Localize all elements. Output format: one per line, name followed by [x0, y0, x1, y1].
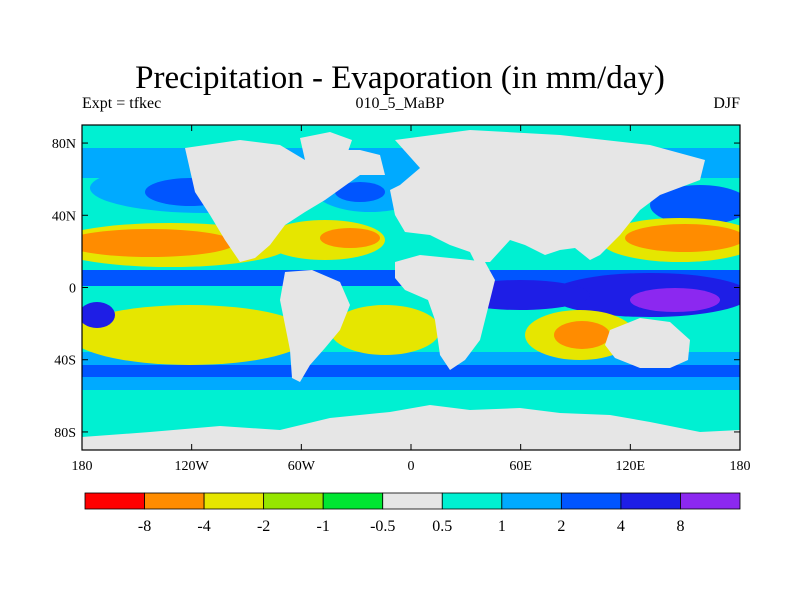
lon-tick-label: 60W: [288, 459, 316, 474]
lon-tick-label: 60E: [509, 459, 532, 474]
map-title: Precipitation - Evaporation (in mm/day): [135, 60, 665, 96]
lat-tick-label: 0: [69, 282, 76, 297]
colorbar-swatch: [680, 492, 741, 510]
colorbar-swatch: [263, 492, 324, 510]
colorbar-label: -2: [257, 518, 270, 535]
season-label: DJF: [713, 95, 740, 112]
south-indian-dry-core: [554, 321, 610, 349]
central-pacific-wet-patch: [82, 302, 115, 328]
colorbar-swatch: [501, 492, 562, 510]
colorbar-swatch: [382, 492, 443, 510]
longitude-axis: 180 120W 60W 0 60E 120E 180: [72, 125, 751, 474]
lon-tick-label: 180: [730, 459, 751, 474]
colorbar-swatch: [560, 492, 622, 510]
lon-tick-label: 180: [72, 459, 93, 474]
lon-tick-label: 0: [408, 459, 415, 474]
southern-storm-core: [82, 365, 740, 377]
colorbar-label: 2: [557, 518, 565, 535]
colorbar-label: -8: [138, 518, 151, 535]
colorbar: -8 -4 -2 -1 -0.5 0.5 1 2 4 8: [84, 492, 741, 535]
colorbar-label: -4: [197, 518, 210, 535]
greenland-land: [300, 132, 352, 172]
lat-tick-label: 40N: [52, 209, 76, 224]
north-atlantic-storm-core: [335, 182, 385, 202]
colorbar-swatch: [322, 492, 384, 510]
australia-land: [605, 318, 690, 368]
colorbar-label: -1: [317, 518, 330, 535]
antarctica-land: [82, 405, 740, 450]
colorbar-swatch: [203, 492, 265, 510]
colorbar-label: 4: [617, 518, 625, 535]
colorbar-swatch: [441, 492, 503, 510]
lon-tick-label: 120E: [616, 459, 646, 474]
lat-tick-label: 80S: [54, 426, 76, 441]
colorbar-label: -0.5: [370, 518, 395, 535]
colorbar-swatch: [144, 492, 205, 510]
colorbar-swatch: [84, 492, 145, 510]
northwest-pacific-storm-track: [650, 185, 740, 225]
warm-pool-core: [630, 288, 720, 312]
experiment-label: Expt = tfkec: [82, 95, 162, 112]
north-atlantic-dry-core: [320, 228, 380, 248]
africa-land: [395, 255, 495, 370]
south-america-land: [280, 270, 350, 382]
eurasia-land: [390, 130, 705, 262]
period-label: 010_5_MaBP: [355, 95, 445, 112]
lon-tick-label: 120W: [175, 459, 210, 474]
lat-tick-label: 40S: [54, 354, 76, 369]
colorbar-swatch: [620, 492, 681, 510]
map-field: [82, 125, 740, 450]
latitude-axis: 80N 40N 0 40S 80S: [52, 137, 740, 441]
north-america-land: [185, 140, 385, 262]
colorbar-label: 1: [498, 518, 506, 535]
north-pacific-dry-core: [82, 229, 235, 257]
south-atlantic-dry-belt: [330, 305, 440, 355]
lat-tick-label: 80N: [52, 137, 76, 152]
northwest-pacific-dry-core: [625, 224, 740, 252]
colorbar-label: 0.5: [432, 518, 452, 535]
south-pacific-dry-belt: [82, 305, 310, 365]
colorbar-label: 8: [676, 518, 684, 535]
